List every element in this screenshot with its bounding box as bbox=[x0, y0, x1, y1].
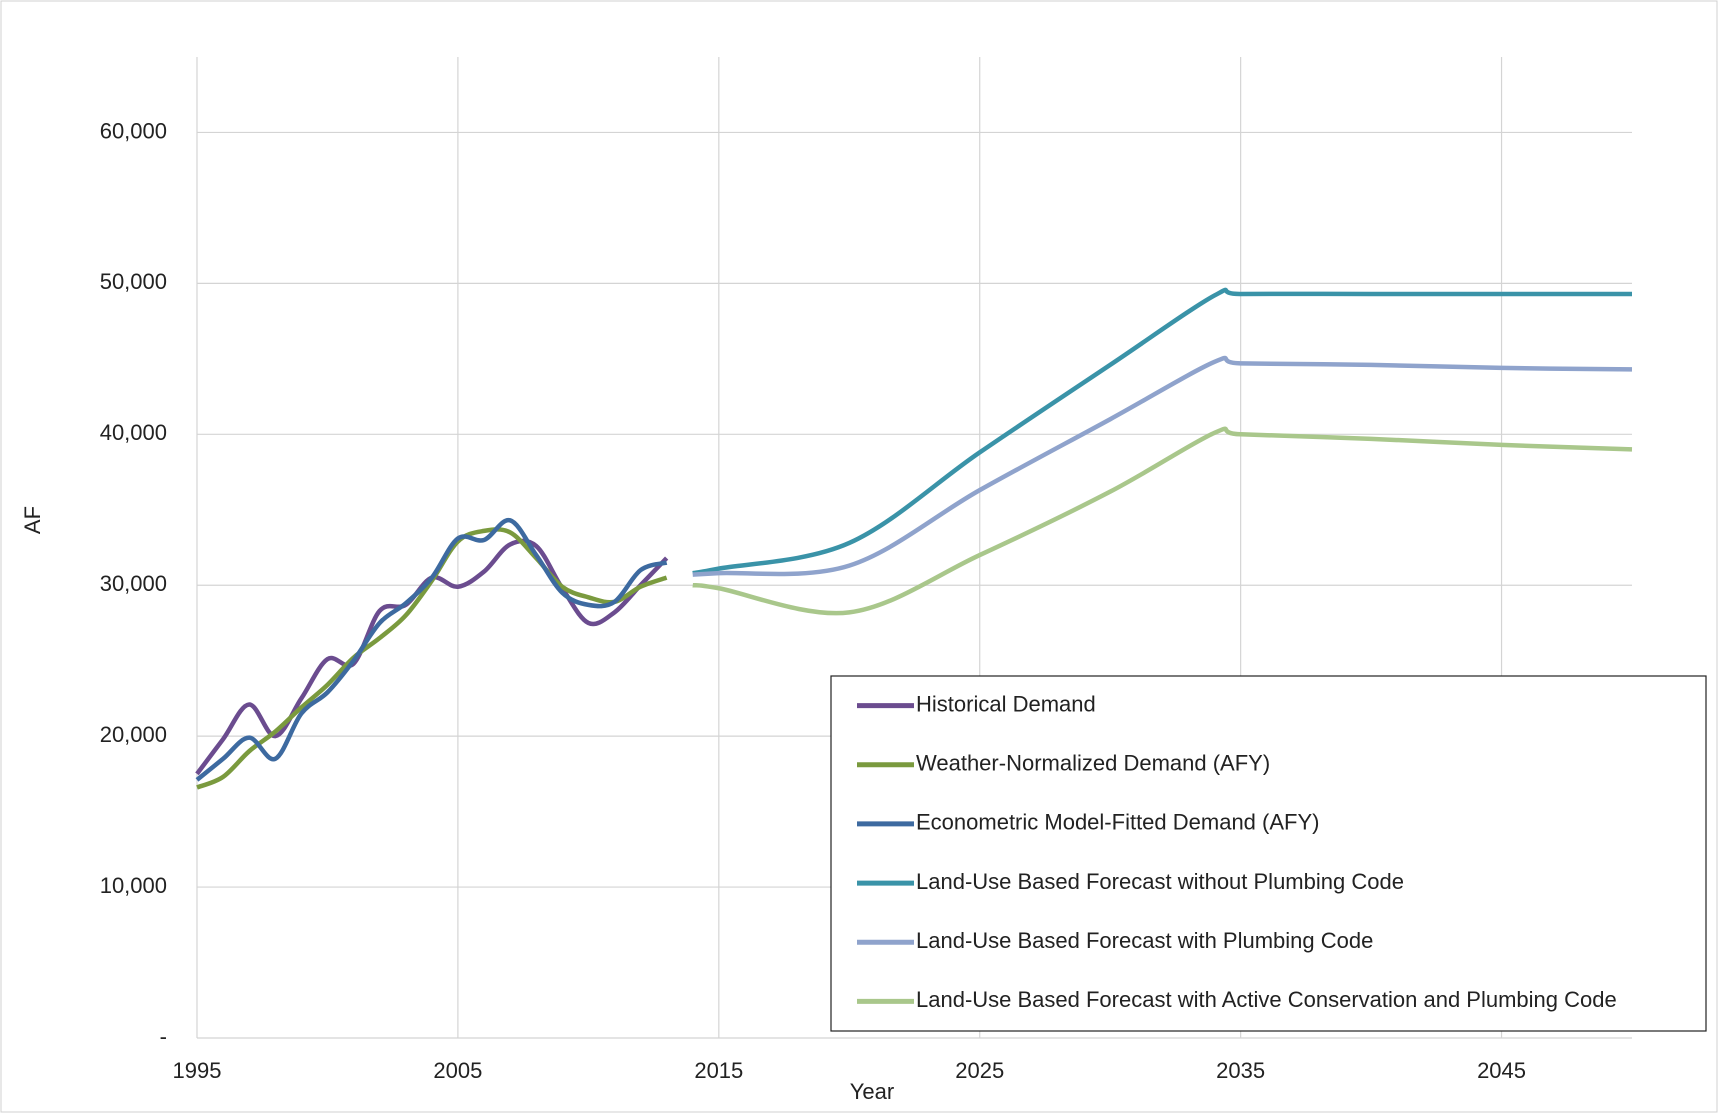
x-tick-label: 1995 bbox=[173, 1058, 222, 1083]
y-tick-label: 60,000 bbox=[100, 118, 167, 143]
x-tick-label: 2015 bbox=[694, 1058, 743, 1083]
legend-label: Land-Use Based Forecast with Plumbing Co… bbox=[916, 928, 1373, 953]
y-tick-label: 30,000 bbox=[100, 571, 167, 596]
y-axis-label: AF bbox=[20, 506, 45, 534]
y-tick-label: - bbox=[160, 1024, 167, 1049]
x-tick-label: 2005 bbox=[433, 1058, 482, 1083]
series-line bbox=[692, 355, 1633, 577]
y-tick-label: 10,000 bbox=[100, 873, 167, 898]
series-line bbox=[195, 518, 668, 782]
y-tick-label: 20,000 bbox=[100, 722, 167, 747]
x-tick-label: 2025 bbox=[955, 1058, 1004, 1083]
y-tick-label: 40,000 bbox=[100, 420, 167, 445]
y-tick-label: 50,000 bbox=[100, 269, 167, 294]
legend-label: Land-Use Based Forecast with Active Cons… bbox=[916, 987, 1617, 1012]
legend-label: Weather-Normalized Demand (AFY) bbox=[916, 751, 1270, 776]
series-line bbox=[692, 287, 1632, 576]
legend-box bbox=[830, 675, 1707, 1032]
legend-label: Historical Demand bbox=[916, 691, 1096, 716]
legend-label: Land-Use Based Forecast without Plumbing… bbox=[916, 869, 1404, 894]
legend-label: Econometric Model-Fitted Demand (AFY) bbox=[916, 810, 1319, 835]
x-tick-label: 2035 bbox=[1216, 1058, 1265, 1083]
x-axis-label: Year bbox=[850, 1079, 894, 1104]
series-line bbox=[692, 426, 1633, 616]
x-tick-label: 2045 bbox=[1477, 1058, 1526, 1083]
